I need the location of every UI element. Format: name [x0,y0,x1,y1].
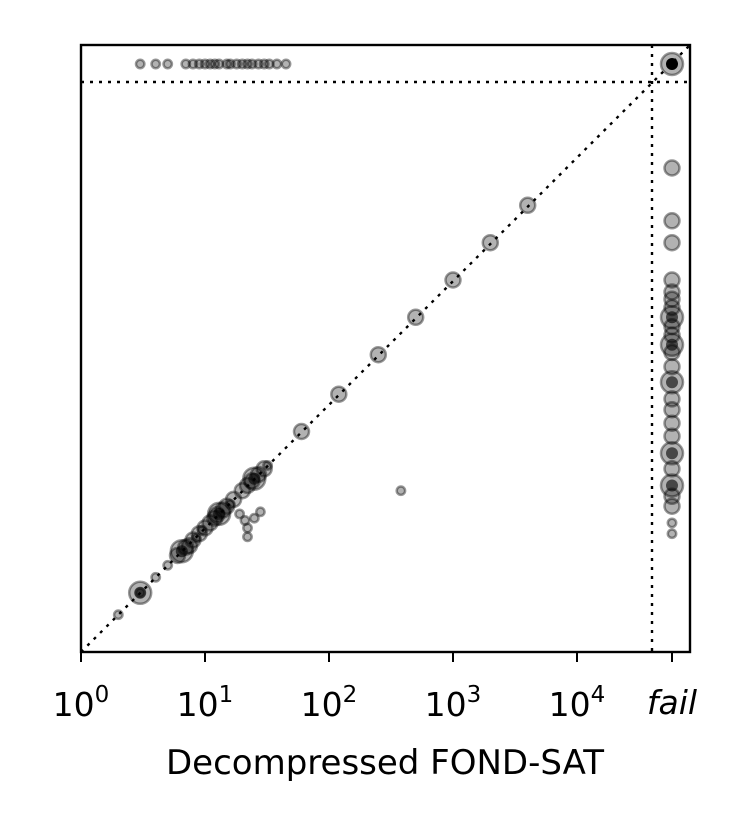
data-point-x_failed-8 [663,414,681,432]
data-point-both_solved-22 [233,481,252,500]
data-point-x_failed-22 [663,233,681,252]
data-point-y_failed-5 [193,58,205,70]
data-point-both_solved-28 [262,459,274,471]
data-point-x_failed-9 [663,400,681,419]
data-point-both_solved-30 [239,515,251,526]
data-point-both_solved-21 [224,490,243,509]
data-point-core-both_solved-6 [175,545,188,558]
data-point-both_solved-19 [218,497,236,515]
data-point-x_failed-20 [663,283,681,301]
data-point-both_solved-7 [177,538,195,556]
data-point-both_solved-4 [162,559,174,571]
data-point-y_failed-9 [213,58,225,70]
data-point-both_solved-40 [481,233,500,252]
data-point-y_failed-8 [209,58,221,70]
data-point-both_solved-32 [248,512,260,524]
data-point-x_failed-15 [663,326,681,344]
data-point-both_solved-8 [180,536,199,555]
data-point-both_solved-35 [292,422,311,441]
x-tick-label-1: 101 [177,682,234,724]
plot-frame [79,43,692,654]
data-point-both_solved-20 [224,498,236,510]
reference-lines [80,44,691,653]
x-axis-ticks: 100 101 102 103 104 [53,652,606,724]
data-point-y_failed-7 [204,58,216,70]
data-point-y_failed-15 [246,58,258,70]
data-point-both_solved-39 [444,271,462,289]
x-tick-label-4: 104 [549,682,606,724]
data-point-y_failed-18 [263,58,275,70]
x-tick-label-0: 100 [53,682,110,724]
data-point-both_solved-14 [201,514,219,532]
data-point-x_failed-21 [663,271,681,289]
data-point-core-both_solved-1 [134,586,147,599]
data-point-y_failed-10 [221,58,233,70]
data-point-x_failed-2 [663,497,681,515]
data-point-both_solved-33 [254,506,266,518]
data-point-y_failed-2 [162,58,174,70]
x-axis-label: Decompressed FOND-SAT [166,743,604,783]
data-point-both_solved-12 [196,524,208,536]
data-point-both_solved-41 [518,196,537,215]
data-point-both_solved-29 [234,508,246,520]
data-point-y_failed-19 [271,58,283,70]
data-point-y_failed-3 [180,58,192,70]
data-point-both_solved-18 [214,501,232,519]
data-point-core-x_failed-4 [666,479,678,492]
data-point-x_failed-19 [663,290,681,308]
data-point-x_failed-0 [666,528,678,540]
data-point-both_solved-34 [242,531,253,543]
data-point-both_solved-2 [134,587,146,599]
data-point-y_failed-17 [258,58,270,70]
data-point-both_solved-36 [330,385,348,403]
data-point-x_failed-12 [663,357,681,376]
data-point-y_failed-4 [187,58,199,70]
data-point-both_solved-38 [406,308,425,327]
data-point-y_failed-13 [236,58,248,70]
data-point-both_solved-9 [184,531,202,549]
data-point-x_failed-10 [663,390,681,408]
data-point-y_failed-12 [231,58,243,70]
data-point-both_solved-31 [242,522,253,534]
data-point-core-both_solved-17 [213,507,226,520]
data-point-y_failed-6 [199,58,211,70]
x-tick-label-fail: fail [647,683,697,722]
data-point-x_failed-1 [666,517,678,529]
data-point-both_solved-26 [249,465,268,484]
data-point-x_failed-18 [663,298,681,317]
x-tick-label-3: 103 [425,682,482,724]
data-point-both_solved-27 [255,460,273,478]
x-tick-label-2: 102 [301,682,358,724]
data-point-y_failed-16 [253,58,264,70]
data-point-core-x_failed-17 [666,311,678,324]
data-point-x_failed-5 [663,460,681,478]
data-points [112,51,685,621]
data-point-y_failed-0 [134,58,146,70]
data-point-x_failed-23 [663,212,681,230]
data-point-core-both_failed-0 [666,58,678,70]
data-point-y_failed-1 [150,58,162,70]
data-point-both_solved-0 [112,609,124,621]
data-point-x_failed-24 [663,159,681,177]
data-point-both_solved-10 [190,532,202,544]
data-point-x_failed-7 [663,427,681,445]
data-point-both_solved-3 [150,571,162,583]
data-point-both_solved-37 [369,345,388,364]
data-point-core-x_failed-14 [666,338,678,351]
data-point-core-both_solved-25 [248,472,261,485]
data-point-y_failed-20 [280,58,292,70]
data-point-both_solved-42 [395,485,407,497]
data-point-y_failed-11 [224,58,236,70]
data-point-both_solved-11 [190,524,209,543]
data-point-core-x_failed-11 [666,376,678,389]
data-point-both_solved-13 [196,519,214,537]
data-point-core-x_failed-6 [666,447,678,460]
data-point-y_failed-14 [242,58,253,70]
